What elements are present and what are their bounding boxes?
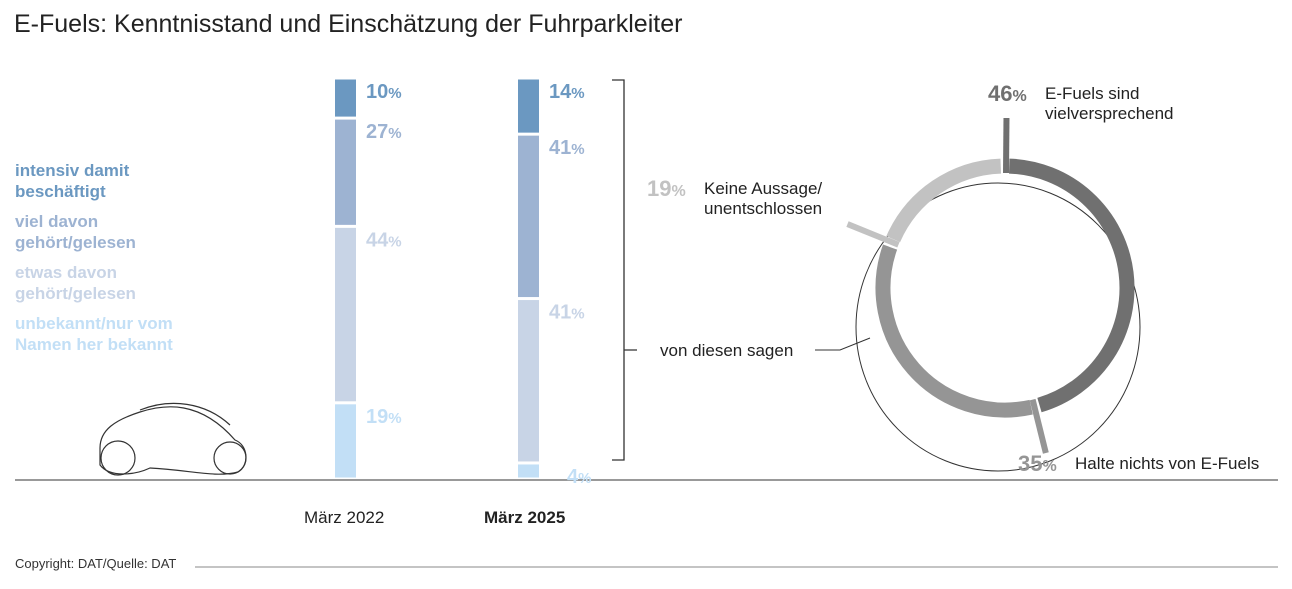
slice-label: unentschlossen xyxy=(704,199,822,218)
legend-unbekannt: unbekannt/nur vom Namen her bekannt xyxy=(15,314,173,354)
data-label: 27% xyxy=(366,121,402,143)
annotation-text: von diesen sagen xyxy=(660,341,793,360)
chart-title: E-Fuels: Kenntnisstand und Einschätzung … xyxy=(14,10,683,38)
donut-slice xyxy=(1008,158,1135,413)
legend-etwas: etwas davon gehört/gelesen xyxy=(15,263,136,303)
donut-slice xyxy=(886,158,1002,243)
annotation-leader xyxy=(815,337,871,351)
bar-segment xyxy=(335,404,356,478)
data-label: 19% xyxy=(366,406,402,428)
bar-segment xyxy=(518,464,539,478)
bar-segment xyxy=(518,135,539,298)
data-label: 41% xyxy=(549,137,585,159)
bracket xyxy=(612,79,637,461)
slice-label: Keine Aussage/ xyxy=(704,179,822,198)
slice-label: Halte nichts von E-Fuels xyxy=(1075,454,1259,473)
bar-segment xyxy=(518,79,539,133)
data-label: 41% xyxy=(549,302,585,324)
slice-value: 19% xyxy=(647,176,686,201)
data-label: 10% xyxy=(366,81,402,103)
slice-value: 35% xyxy=(1018,451,1057,476)
slice-value: 46% xyxy=(988,81,1027,106)
slice-tick xyxy=(846,221,900,248)
slice-label: vielversprechend xyxy=(1045,104,1174,123)
copyright: Copyright: DAT/Quelle: DAT xyxy=(15,556,177,571)
bar-segment xyxy=(335,79,356,117)
bar-segment xyxy=(335,227,356,402)
bar-segment xyxy=(518,300,539,462)
category-label-2025: März 2025 xyxy=(484,508,566,527)
legend-viel: viel davon gehört/gelesen xyxy=(15,212,136,252)
category-label-2022: März 2022 xyxy=(304,508,385,527)
slice-label: E-Fuels sind xyxy=(1045,84,1139,103)
bar-segment xyxy=(335,119,356,225)
slice-tick xyxy=(1029,398,1049,454)
data-label: 44% xyxy=(366,229,402,251)
car-icon xyxy=(99,402,247,476)
outer-circle xyxy=(855,182,1141,472)
data-label: 4% xyxy=(567,466,591,488)
legend-intensiv: intensiv damit beschäftigt xyxy=(15,161,130,201)
data-label: 14% xyxy=(549,81,585,103)
donut-slice xyxy=(875,244,1033,418)
